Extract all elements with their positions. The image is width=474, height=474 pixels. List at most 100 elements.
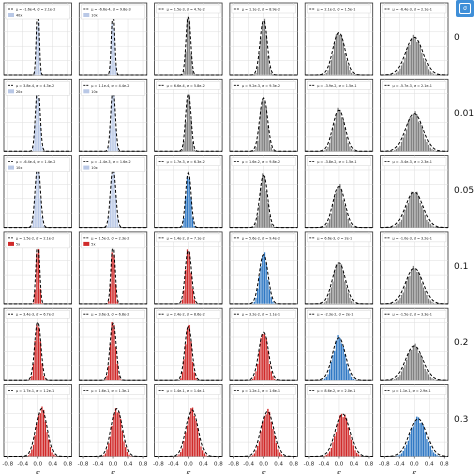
hist-bar <box>193 415 196 457</box>
panel-r0-c4: μ = 2.1e-2, σ = 1.5e-1 <box>304 2 374 76</box>
row-label-sigma: 0.01 <box>454 109 474 120</box>
hist-bar <box>32 217 35 228</box>
hist-bar <box>437 455 440 457</box>
hist-bar <box>397 376 400 381</box>
legend-box <box>382 81 447 90</box>
hist-bar <box>271 226 274 228</box>
hist-bar <box>111 425 114 457</box>
hist-bar <box>332 128 335 152</box>
hist-bar <box>194 377 197 381</box>
legend-box <box>307 81 371 90</box>
hist-bar <box>184 344 187 381</box>
hist-bar <box>328 218 331 228</box>
hist-bar <box>119 418 122 457</box>
legend-box <box>5 4 70 20</box>
legend-text: μ = 6.6e-4, σ = 5.8e-2 <box>167 84 205 88</box>
hist-bar <box>434 226 437 228</box>
hist-bar <box>414 421 417 457</box>
gaussian-fit-line <box>305 262 373 305</box>
hist-bar <box>104 453 107 457</box>
hist-bar <box>432 149 435 152</box>
hist-bar <box>432 452 435 457</box>
hist-bar <box>261 173 264 228</box>
hist-bar <box>268 363 271 381</box>
legend-box <box>231 386 296 395</box>
x-tick-label: -0.4 <box>394 462 405 468</box>
hist-bar <box>430 449 433 457</box>
hist-bar <box>34 195 37 228</box>
hist-bar <box>191 141 194 152</box>
panel-r2-c5: μ = -5.4e-3, σ = 2.3e-1 <box>380 155 449 229</box>
hist-bar <box>270 421 273 457</box>
hist-bar <box>405 205 408 228</box>
hist-bar <box>332 281 335 305</box>
legend-text: 10x <box>91 14 97 18</box>
hist-bar <box>398 145 401 152</box>
hist-bar <box>409 116 412 152</box>
x-tick-label: -0.8 <box>78 462 89 468</box>
hist-bar <box>251 378 254 381</box>
hist-bar <box>265 190 268 228</box>
gaussian-fit-line <box>154 325 223 381</box>
hist-bar <box>414 110 417 152</box>
hist-bar <box>263 175 266 228</box>
hist-bar <box>342 119 345 152</box>
x-tick-label: -0.8 <box>2 462 13 468</box>
x-axis-label: ε <box>186 469 190 474</box>
hist-bar <box>330 135 333 152</box>
hist-bar <box>261 255 264 305</box>
hist-bar <box>337 334 340 381</box>
hist-bar <box>196 427 199 457</box>
hist-bar <box>193 299 196 305</box>
gaussian-fit-line <box>305 109 373 152</box>
panel-r3-c2: μ = 1.4e-2, σ = 7.1e-2 <box>154 231 223 305</box>
hist-bar <box>328 451 331 457</box>
hist-bar <box>352 302 355 305</box>
hist-bar <box>181 448 184 457</box>
hist-bar <box>39 197 42 228</box>
hist-bar <box>397 300 400 305</box>
hist-bar <box>273 378 276 381</box>
hist-bar <box>402 62 405 76</box>
hist-bar <box>326 374 329 381</box>
hist-bar <box>189 407 192 457</box>
hist-bar <box>415 346 418 381</box>
hist-bar <box>419 45 422 76</box>
panel-r0-c3: μ = 1.1e-2, σ = 8.9e-2 <box>229 2 298 76</box>
hist-bar <box>255 371 258 381</box>
hist-bar <box>417 41 420 76</box>
hist-bar <box>330 59 333 76</box>
hist-bar <box>282 455 285 457</box>
hist-bar <box>352 444 355 457</box>
hist-bar <box>256 288 259 305</box>
hist-bar <box>417 195 420 228</box>
hist-bar <box>271 375 274 381</box>
legend-text: μ = -6.4e-4, σ = 1.4e-2 <box>16 160 55 164</box>
hist-bar <box>424 138 427 152</box>
hist-bar <box>333 350 336 381</box>
hist-bar <box>338 337 341 381</box>
gaussian-fit-line <box>305 337 373 381</box>
hist-bar <box>343 281 346 305</box>
hist-bar <box>427 441 430 457</box>
legend-text: μ = 1.2e-1, σ = 1.6e-1 <box>242 389 280 393</box>
x-axis-label: ε <box>111 469 115 474</box>
hist-bar <box>32 363 35 381</box>
hist-bar <box>261 99 264 152</box>
panel-r3-c5: μ = -1.0e-3, σ = 3.2e-1 <box>380 231 449 305</box>
legend-box <box>382 4 447 14</box>
hist-bar <box>121 430 124 457</box>
hist-bar <box>420 52 423 76</box>
panel-r0-c1: μ = -6.6e-4, σ = 9.8e-3 10x <box>78 2 148 76</box>
hist-bar <box>37 415 40 457</box>
hist-bar <box>40 145 43 152</box>
hist-bar <box>176 455 179 457</box>
panel-r1-c2: μ = 6.6e-4, σ = 5.8e-2 <box>154 78 223 152</box>
sigma-tab[interactable]: σ <box>456 0 474 17</box>
hist-bar <box>332 204 335 228</box>
legend-text: μ = 1.5e-3, σ = 4.7e-2 <box>167 8 205 12</box>
hist-bar <box>343 127 346 152</box>
hist-bar <box>347 292 350 305</box>
legend-text: 10x <box>16 166 22 170</box>
hist-bar <box>326 453 329 457</box>
